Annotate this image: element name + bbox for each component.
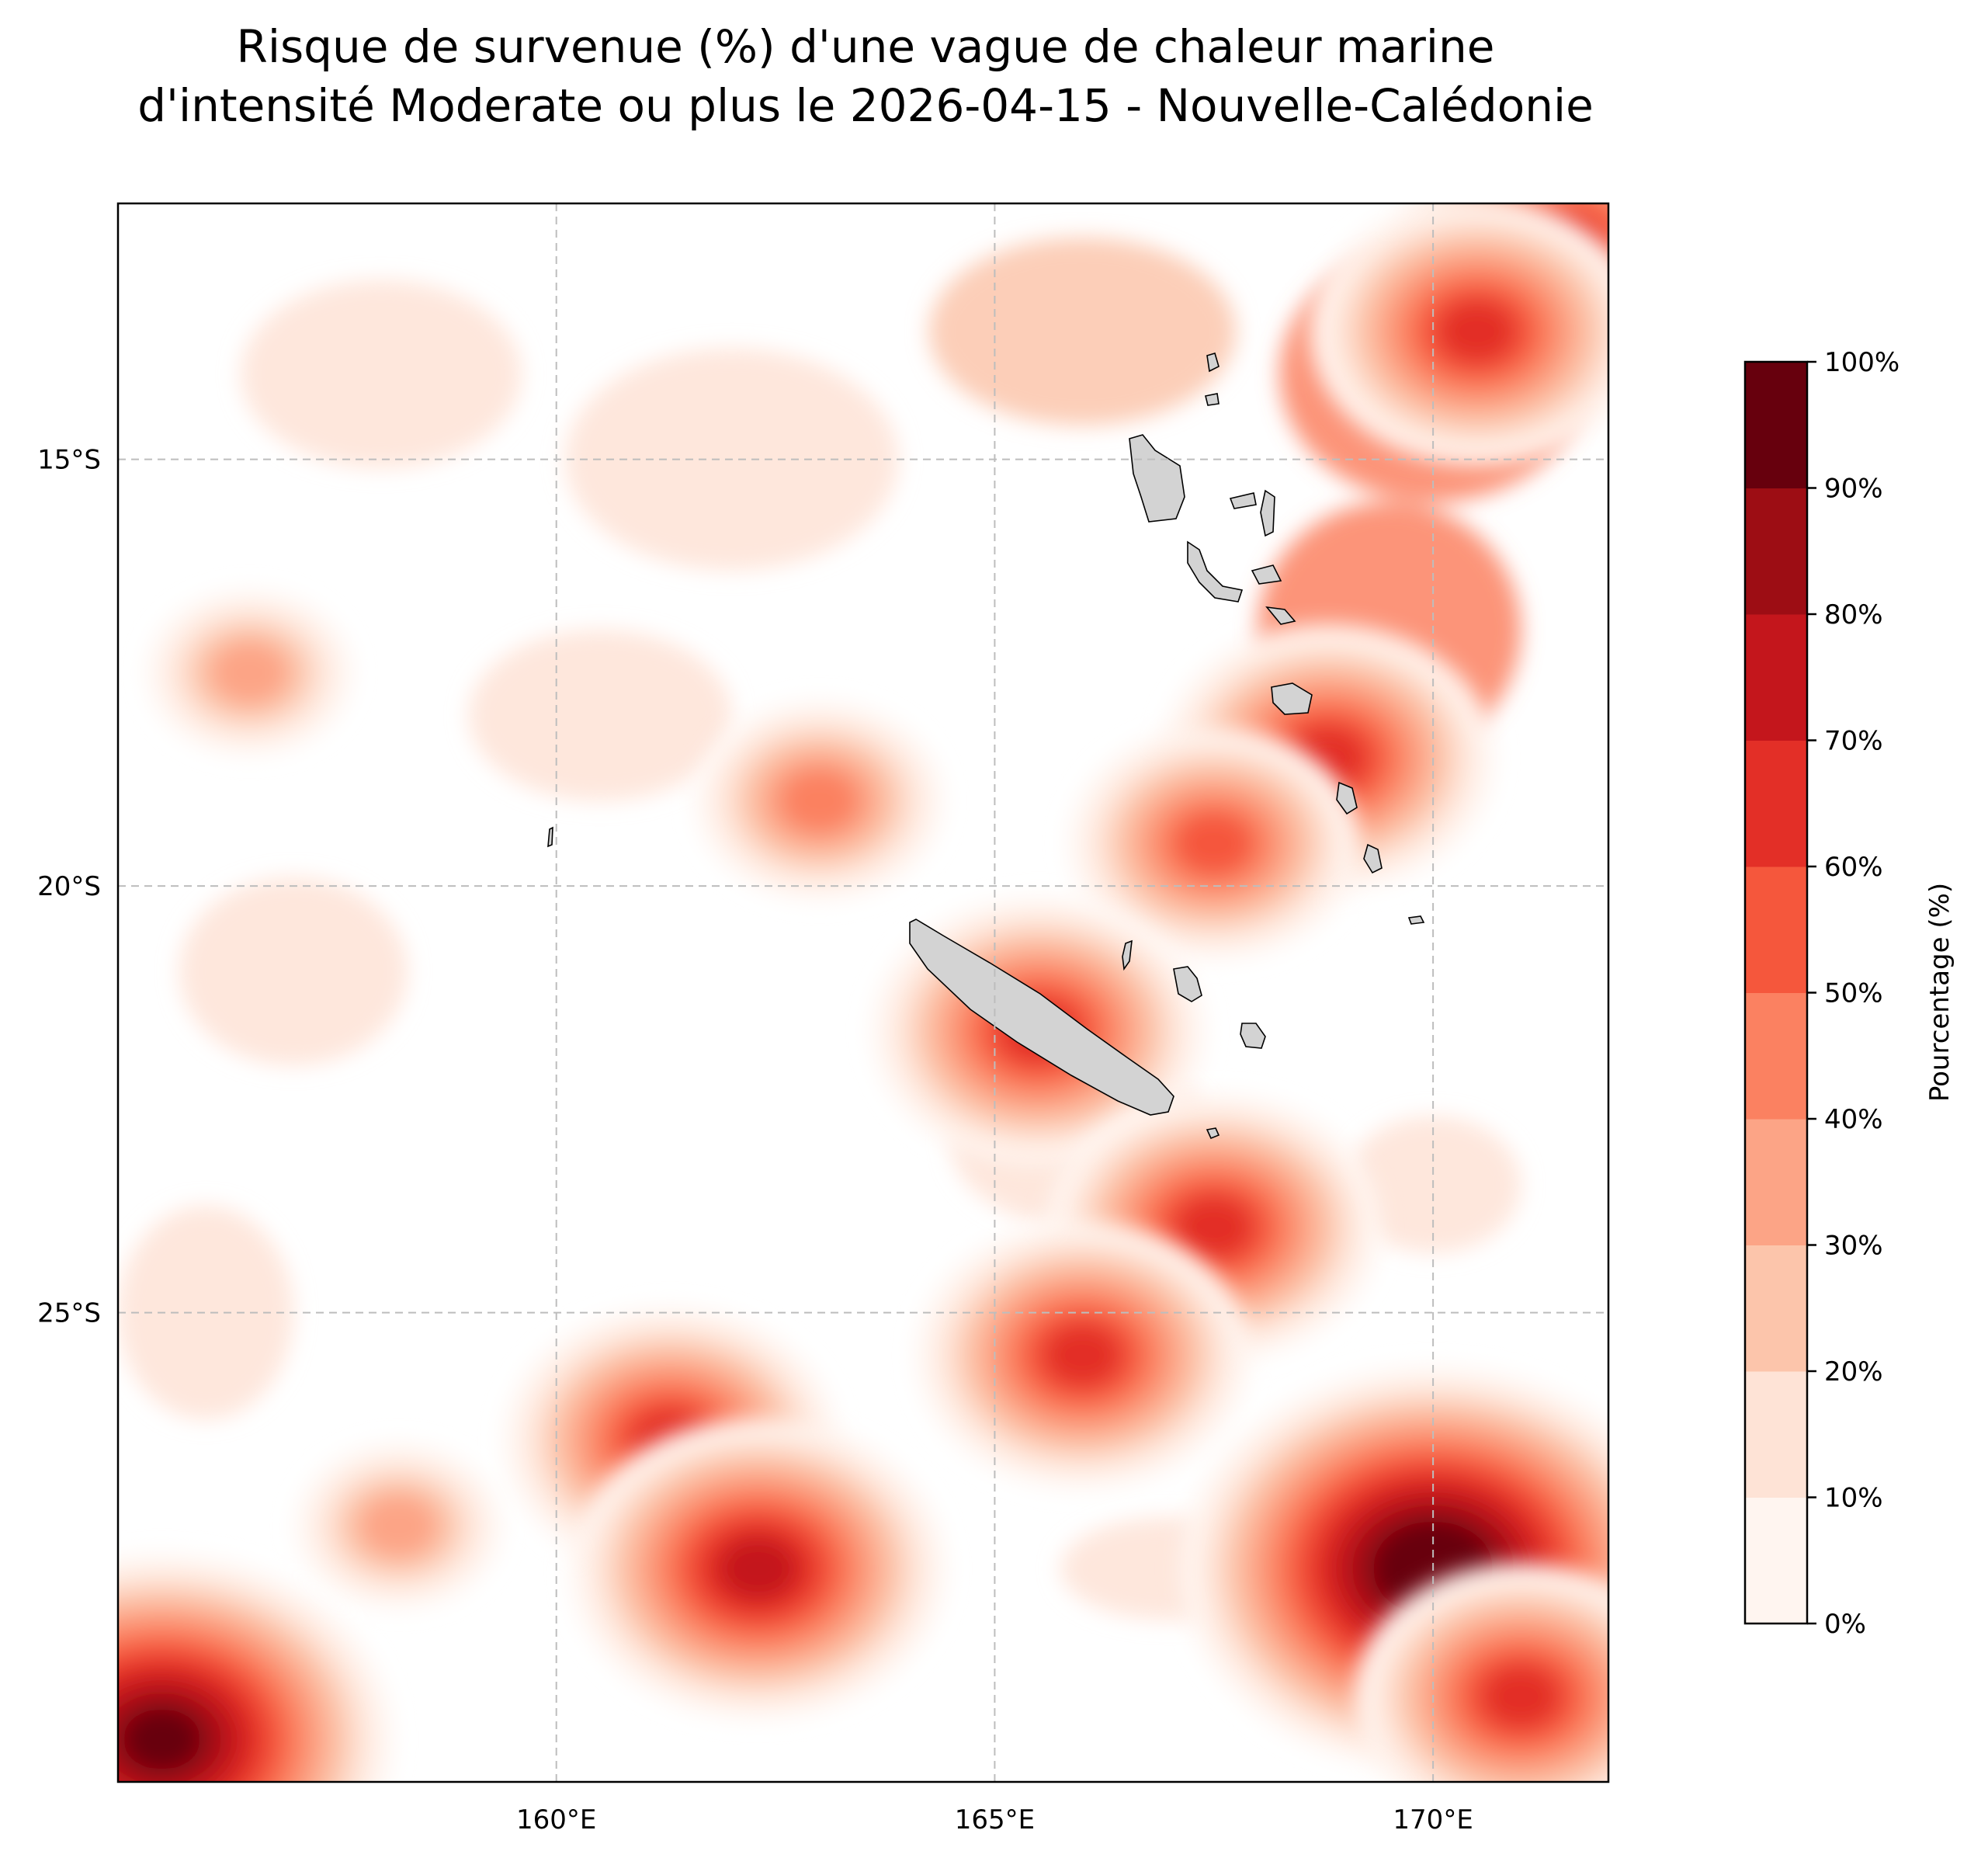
- colorbar-tick-label: 100%: [1824, 347, 1900, 378]
- heat-wash: [118, 1206, 293, 1419]
- map-title: Risque de survenue (%) d'une vague de ch…: [0, 17, 1731, 135]
- land-layer: [547, 352, 1425, 1140]
- colorbar-band: [1745, 614, 1807, 741]
- colorbar-band: [1745, 1371, 1807, 1498]
- colorbar-tick-label: 10%: [1824, 1483, 1883, 1514]
- island-pentecost: [1260, 489, 1275, 537]
- island-tanna: [1363, 843, 1383, 874]
- colorbar-tick-label: 70%: [1824, 726, 1883, 757]
- island-lifou: [1173, 966, 1202, 1002]
- map-title-line1: Risque de survenue (%) d'une vague de ch…: [236, 20, 1495, 73]
- x-tick-label: 160°E: [516, 1804, 596, 1835]
- heat-wash: [179, 877, 408, 1065]
- x-tick-label: 170°E: [1393, 1804, 1473, 1835]
- heatmap-layer: [118, 203, 1608, 1782]
- y-tick-label: 15°S: [37, 445, 101, 476]
- island-pins: [1206, 1127, 1220, 1140]
- island-banks: [1205, 393, 1220, 406]
- island-ouvea: [1122, 939, 1133, 971]
- colorbar-band: [1745, 1497, 1807, 1624]
- heat-hotspot: [695, 701, 944, 901]
- island-chesterfield: [547, 826, 553, 848]
- map-title-line2: d'intensité Moderate ou plus le 2026-04-…: [137, 79, 1594, 132]
- colorbar-tick-label: 40%: [1824, 1104, 1883, 1135]
- colorbar-tick-label: 80%: [1824, 599, 1883, 630]
- island-erromango: [1336, 781, 1358, 815]
- y-tick-label: 20°S: [37, 871, 101, 902]
- colorbar-band: [1745, 866, 1807, 993]
- island-mare: [1240, 1023, 1266, 1049]
- colorbar-label: Pourcentage (%): [1924, 883, 1955, 1102]
- heat-hotspot: [1354, 1563, 1608, 1782]
- colorbar-tick-label: 20%: [1824, 1356, 1883, 1387]
- colorbar-band: [1745, 488, 1807, 615]
- grande-terre-island: [909, 919, 1174, 1116]
- colorbar-band: [1745, 740, 1807, 867]
- island-malekula: [1187, 540, 1244, 603]
- colorbar: 0% 10% 20% 30% 40% 50% 60% 70% 80% 90% 100% Pource…: [1743, 347, 1955, 1640]
- colorbar-band: [1745, 362, 1807, 488]
- heat-wash: [928, 237, 1236, 425]
- gridlines: [118, 203, 1608, 1782]
- colorbar-tick-label: 50%: [1824, 978, 1883, 1009]
- heat-hotspot: [146, 590, 352, 755]
- island-walpole: [1407, 915, 1425, 925]
- axis-ticks: 160°E 165°E 170°E 15°S 20°S 25°S: [37, 445, 1473, 1835]
- heat-wash: [468, 630, 732, 801]
- colorbar-band: [1745, 1245, 1807, 1372]
- heat-hotspot: [1068, 727, 1360, 960]
- heat-hotspot: [569, 1418, 946, 1720]
- x-tick-label: 165°E: [955, 1804, 1035, 1835]
- colorbar-ticks: 0% 10% 20% 30% 40% 50% 60% 70% 80% 90% 100%: [1807, 347, 1900, 1640]
- heat-wash: [241, 280, 522, 468]
- map-frame: [116, 202, 1610, 1783]
- island-shepherd: [1265, 606, 1296, 625]
- colorbar-band: [1745, 1119, 1807, 1245]
- colorbar-bands: [1745, 362, 1807, 1624]
- island-efate: [1271, 682, 1313, 715]
- heat-hotspot: [915, 1221, 1250, 1489]
- heat-hotspot: [118, 1554, 393, 1782]
- island-torres: [1206, 352, 1220, 373]
- colorbar-tick-label: 90%: [1824, 474, 1883, 505]
- heat-hotspot: [295, 1443, 501, 1609]
- colorbar-tick-label: 30%: [1824, 1231, 1883, 1262]
- y-tick-label: 25°S: [37, 1298, 101, 1329]
- island-espiritu-santo: [1129, 434, 1185, 523]
- island-ambae: [1229, 492, 1257, 509]
- colorbar-tick-label: 60%: [1824, 852, 1883, 883]
- colorbar-band: [1745, 992, 1807, 1120]
- colorbar-tick-label: 0%: [1824, 1609, 1866, 1640]
- heat-hotspot: [1310, 203, 1608, 465]
- island-epi: [1251, 564, 1282, 585]
- map-panel: 160°E 165°E 170°E 15°S 20°S 25°S: [37, 202, 1610, 1835]
